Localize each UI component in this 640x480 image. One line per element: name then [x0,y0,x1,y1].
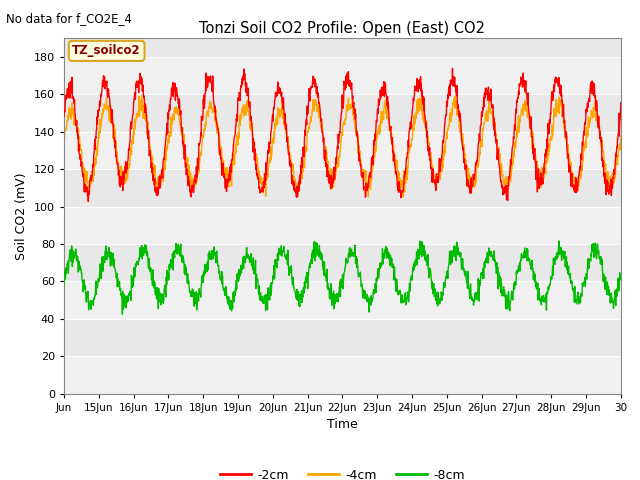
-2cm [148,161,156,167]
Title: Tonzi Soil CO2 Profile: Open (East) CO2: Tonzi Soil CO2 Profile: Open (East) CO2 [200,21,485,36]
-8cm [474,292,482,298]
Line: -4cm: -4cm [64,95,621,202]
-4cm [318,121,326,127]
-2cm [474,142,482,148]
-2cm [84,198,92,204]
-8cm [617,274,625,280]
-8cm [118,312,126,317]
Bar [64,57,621,95]
-2cm [611,171,618,177]
Bar [64,281,621,319]
-8cm [556,248,564,253]
-4cm [617,133,625,139]
-2cm [449,66,456,72]
-4cm [138,92,145,98]
Line: -2cm: -2cm [64,69,621,201]
Bar [64,132,621,169]
-4cm [556,96,564,102]
-8cm [611,299,618,304]
Text: No data for f_CO2E_4: No data for f_CO2E_4 [6,12,132,25]
-8cm [60,283,68,288]
-4cm [611,174,618,180]
Bar [64,356,621,394]
-4cm [474,164,482,170]
-2cm [328,184,336,190]
-2cm [60,113,68,119]
Line: -8cm: -8cm [64,241,621,314]
Legend: -2cm, -4cm, -8cm: -2cm, -4cm, -8cm [215,464,470,480]
-8cm [317,250,325,256]
X-axis label: Time: Time [327,418,358,431]
-8cm [555,238,563,244]
-2cm [556,90,564,96]
-4cm [84,199,92,204]
-4cm [328,169,336,175]
-2cm [317,116,325,122]
Bar [64,207,621,244]
Y-axis label: Soil CO2 (mV): Soil CO2 (mV) [15,172,28,260]
-4cm [148,154,156,159]
-8cm [148,276,156,282]
-2cm [617,100,625,106]
Text: TZ_soilco2: TZ_soilco2 [72,44,141,58]
-4cm [60,134,68,140]
-8cm [328,302,336,308]
